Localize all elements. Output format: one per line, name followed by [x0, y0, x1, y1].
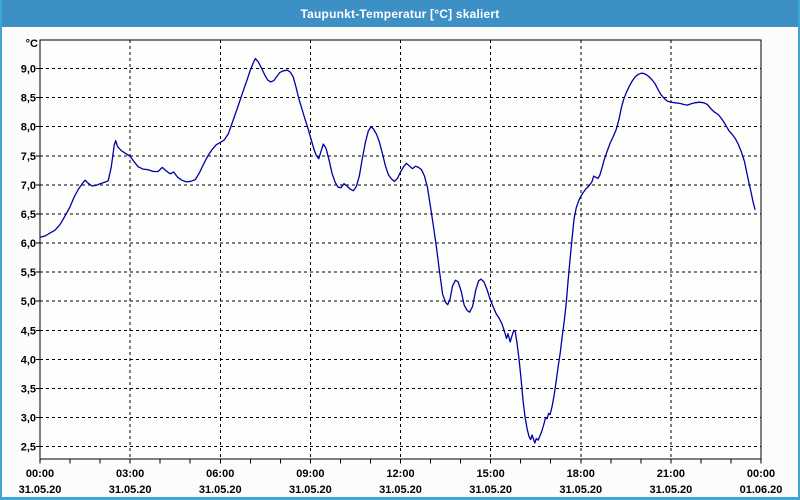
y-tick-label: 7,5	[21, 151, 36, 163]
dewpoint-chart: 9,0 8,5 8,0 7,5 7,0 6,5 6,0 5,5 5,0 4,5 4,0 3,5 3,0 2…	[19, 38, 783, 496]
x-tick-time-label: 15:00	[477, 468, 505, 480]
x-tick-time-label: 00:00	[26, 468, 54, 480]
x-tick-time-label: 09:00	[296, 468, 324, 480]
y-axis-unit-label: °C	[26, 38, 38, 50]
x-tick-date-label: 01.06.20	[740, 484, 783, 496]
y-tick-label: 8,0	[21, 122, 36, 134]
x-tick-time-label: 00:00	[747, 468, 775, 480]
y-tick-label: 5,5	[21, 267, 36, 279]
y-tick-label: 4,5	[21, 325, 36, 337]
title-bar: Taupunkt-Temperatur [°C] skaliert	[2, 0, 798, 27]
x-tick-time-label: 12:00	[386, 468, 414, 480]
y-tick-label: 9,0	[21, 64, 36, 76]
x-tick-date-label: 31.05.20	[199, 484, 242, 496]
y-tick-label: 6,5	[21, 209, 36, 221]
x-tick-date-label: 31.05.20	[109, 484, 152, 496]
x-tick-time-label: 06:00	[206, 468, 234, 480]
y-tick-label: 8,5	[21, 93, 36, 105]
x-tick-date-label: 31.05.20	[289, 484, 332, 496]
x-tick-date-label: 31.05.20	[379, 484, 422, 496]
x-tick-date-label: 31.05.20	[649, 484, 692, 496]
x-tick-time-label: 03:00	[116, 468, 144, 480]
chart-area: 9,0 8,5 8,0 7,5 7,0 6,5 6,0 5,5 5,0 4,5 4,0 3,5 3,0 2…	[2, 27, 798, 497]
x-tick-date-label: 31.05.20	[469, 484, 512, 496]
window-title: Taupunkt-Temperatur [°C] skaliert	[300, 6, 500, 21]
y-tick-label: 2,5	[21, 442, 36, 454]
y-tick-label: 6,0	[21, 238, 36, 250]
x-tick-date-label: 31.05.20	[559, 484, 602, 496]
x-tick-time-label: 21:00	[657, 468, 685, 480]
y-tick-label: 4,0	[21, 354, 36, 366]
data-line-taupunkt-temperatur	[39, 57, 756, 444]
y-tick-label: 3,0	[21, 413, 36, 425]
y-tick-label: 3,5	[21, 383, 36, 395]
y-tick-label: 7,0	[21, 180, 36, 192]
x-tick-time-label: 18:00	[567, 468, 595, 480]
y-tick-label: 5,0	[21, 296, 36, 308]
x-tick-date-label: 31.05.20	[19, 484, 62, 496]
